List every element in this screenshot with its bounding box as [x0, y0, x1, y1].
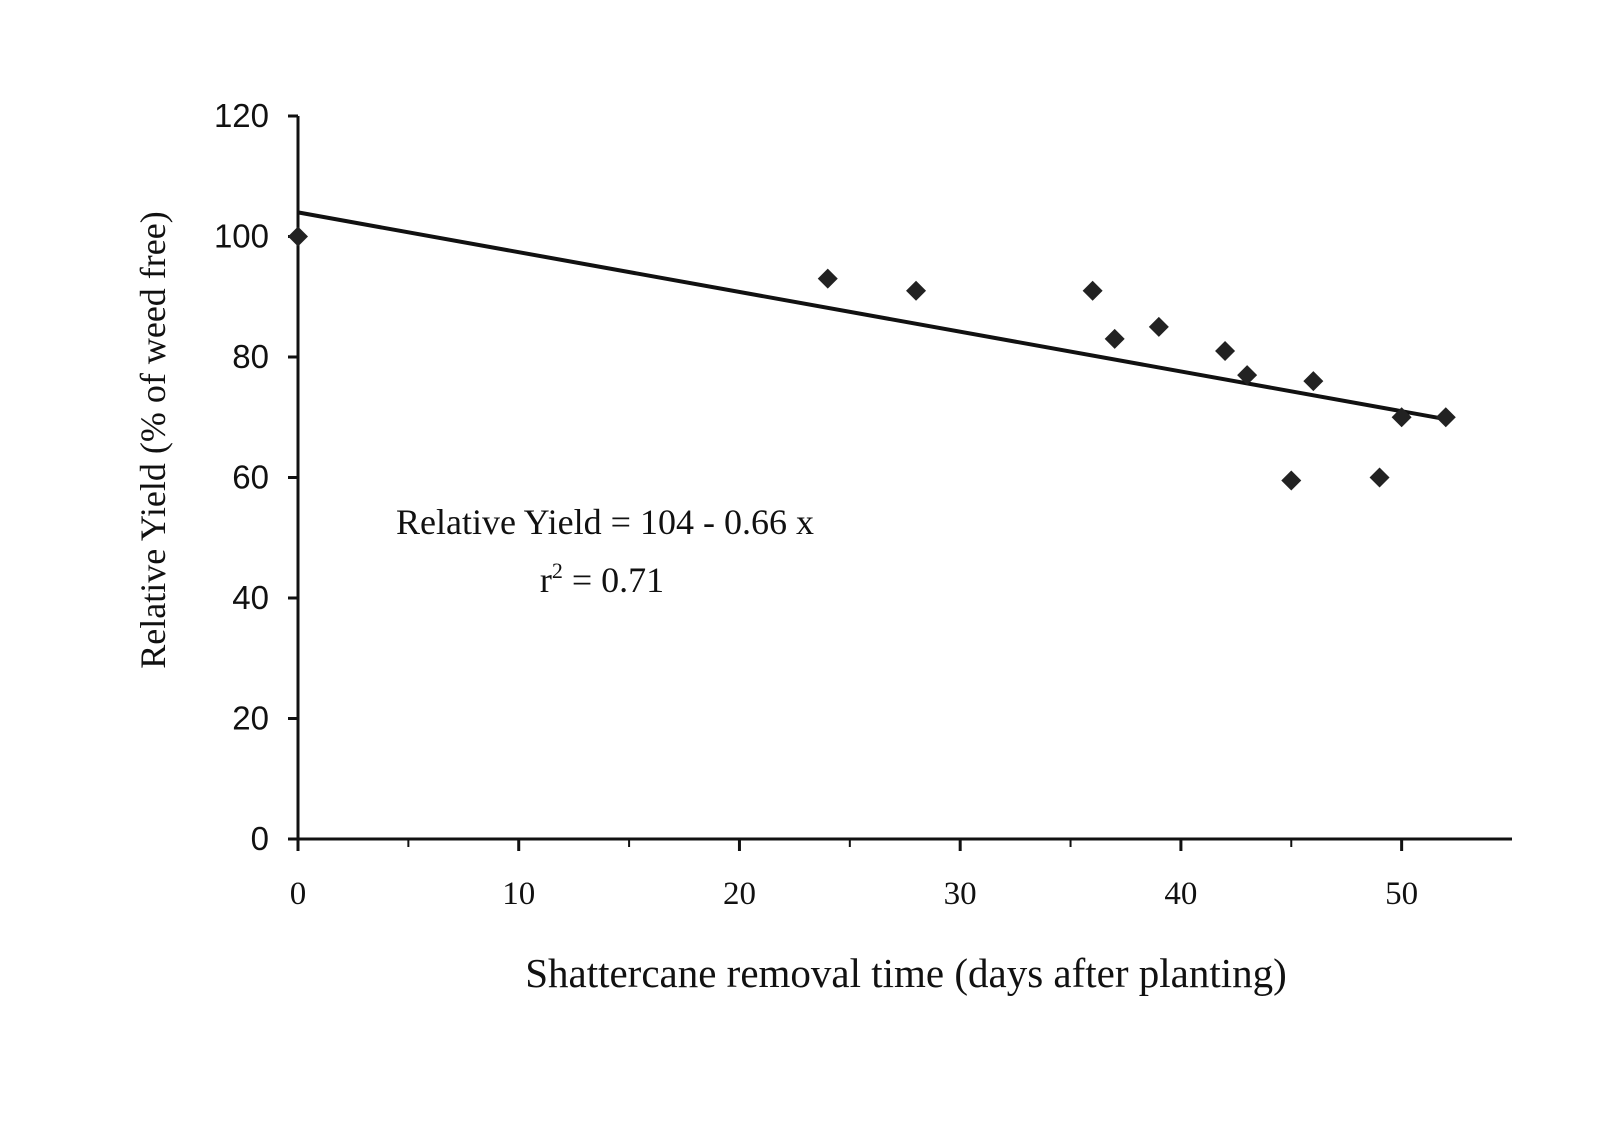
data-point [1369, 467, 1390, 488]
x-tick-label: 50 [1385, 876, 1418, 912]
data-point [1104, 328, 1125, 349]
data-point [817, 268, 838, 289]
data-point [288, 226, 308, 247]
data-point [1435, 407, 1456, 428]
data-point [1148, 316, 1169, 337]
y-tick-label: 20 [232, 700, 269, 737]
y-tick-label: 120 [214, 97, 269, 134]
data-points [288, 226, 1456, 491]
x-tick-label: 10 [502, 876, 535, 912]
y-tick-label: 100 [214, 218, 269, 255]
x-axis: 0 10 20 30 40 50 [290, 837, 1512, 912]
x-tick-label: 0 [290, 876, 307, 912]
trendline-group [297, 210, 1447, 422]
data-point [1215, 340, 1236, 361]
y-axis-title: Relative Yield (% of weed free) [133, 211, 173, 668]
data-point [1237, 365, 1258, 386]
data-point [1391, 407, 1412, 428]
y-tick-label: 80 [232, 338, 269, 375]
regression-equation: Relative Yield = 104 - 0.66 x [396, 502, 814, 542]
x-tick-label: 30 [944, 876, 977, 912]
data-point [906, 280, 927, 301]
r-squared-symbol: r [540, 560, 552, 600]
y-axis: 0 20 40 60 80 100 120 [214, 97, 300, 857]
r-squared-value: = 0.71 [563, 560, 664, 600]
y-tick-label: 0 [251, 820, 269, 857]
data-point [1082, 280, 1103, 301]
x-tick-label: 40 [1164, 876, 1197, 912]
regression-line [297, 210, 1447, 422]
data-point [1281, 470, 1302, 491]
x-axis-title: Shattercane removal time (days after pla… [525, 950, 1287, 996]
data-point [1303, 371, 1324, 392]
y-tick-label: 40 [232, 579, 269, 616]
y-tick-label: 60 [232, 459, 269, 496]
r-squared-superscript: 2 [552, 558, 563, 583]
x-tick-label: 20 [723, 876, 756, 912]
r-squared-annotation: r2 = 0.71 [540, 558, 664, 600]
